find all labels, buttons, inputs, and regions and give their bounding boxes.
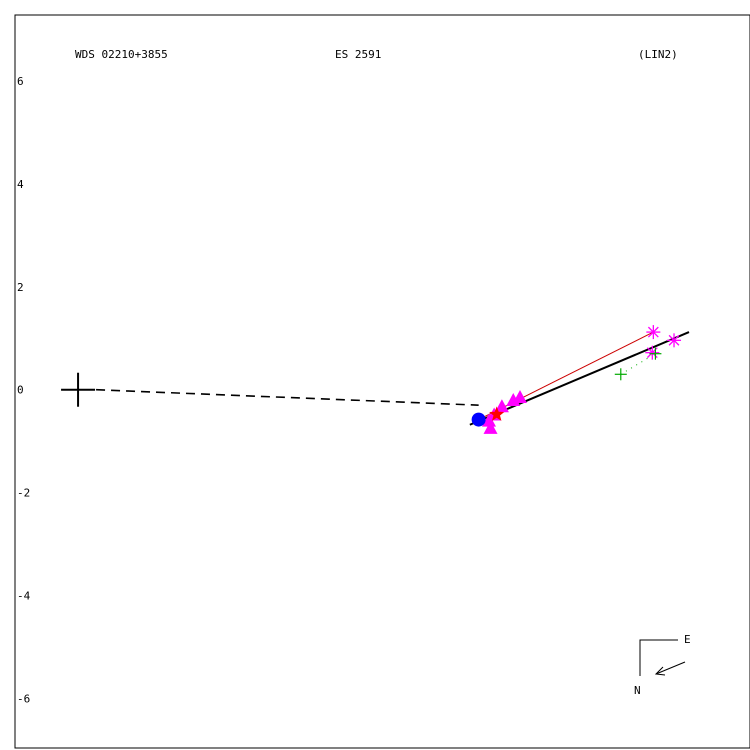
compass-arrow-shaft (655, 661, 686, 675)
y-tick-label: -4 (17, 590, 31, 603)
plot-frame (14, 14, 750, 749)
primary-link-line (96, 388, 479, 406)
y-tick-label: 2 (17, 281, 24, 294)
compass-north-label: N (634, 684, 641, 697)
compass-axes (639, 639, 678, 676)
dotted-link-line (620, 353, 656, 375)
compass-east-label: E (684, 633, 691, 646)
compass-indicator: E N (634, 633, 691, 697)
chart-title-right: (LIN2) (638, 48, 678, 61)
y-tick-label: 4 (17, 178, 24, 191)
circle-marker (471, 412, 486, 427)
triangle-marker (512, 389, 527, 403)
triangle-marker (494, 399, 509, 413)
asterisk-marker (668, 334, 680, 346)
y-tick-label: 0 (17, 384, 24, 397)
y-axis-ticks: 6 4 2 0 -2 -4 -6 (17, 75, 31, 706)
chart-title-left: WDS 02210+3855 (75, 48, 168, 61)
y-tick-label: 6 (17, 75, 24, 88)
triangle-marker (483, 420, 498, 434)
y-tick-label: -2 (17, 487, 30, 500)
star-marker (489, 406, 505, 421)
asterisk-marker (647, 326, 659, 338)
data-marks (61, 325, 682, 434)
compass-arrow-head (654, 666, 666, 676)
y-tick-label: -6 (17, 693, 30, 706)
chart-title-center: ES 2591 (335, 48, 381, 61)
